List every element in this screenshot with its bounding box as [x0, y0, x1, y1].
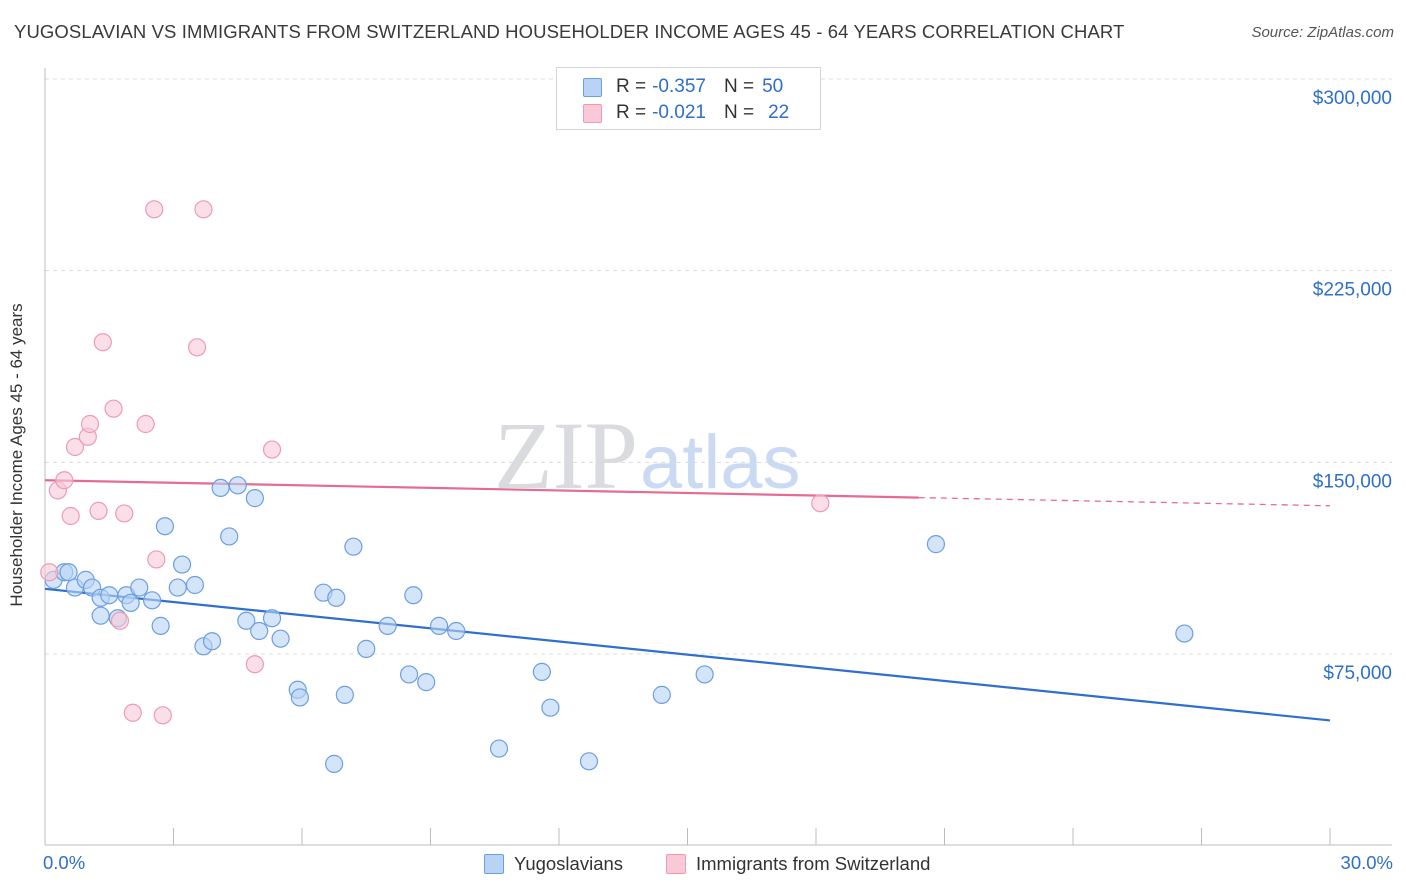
point-yugoslavian: [1175, 624, 1194, 643]
legend-row-yugoslavians: R = -0.357 N = 50: [583, 75, 783, 99]
legend-r-label: R =: [616, 102, 647, 123]
point-yugoslavian: [100, 586, 119, 605]
point-yugoslavian: [121, 593, 140, 612]
point-yugoslavian: [404, 586, 423, 605]
legend-swatch-blue: [583, 77, 602, 97]
y-tick-label: $225,000: [1313, 280, 1392, 301]
point-switzerland: [61, 506, 80, 526]
point-yugoslavian: [237, 611, 256, 630]
legend-n-value: 50: [762, 76, 784, 97]
correlation-legend: R = -0.357 N = 50 R = -0.021 N = 22: [556, 67, 821, 130]
trend-line-switzerland: [44, 479, 919, 499]
point-switzerland: [89, 501, 108, 520]
point-switzerland: [187, 338, 207, 357]
point-switzerland: [145, 200, 164, 219]
gridlines: [45, 78, 1392, 655]
point-switzerland: [65, 437, 85, 457]
trend-line-switzerland-extension: [918, 496, 1331, 507]
point-switzerland: [110, 611, 130, 630]
point-yugoslavian: [344, 537, 363, 556]
trend-lines: [44, 479, 1331, 722]
point-yugoslavian: [532, 662, 551, 681]
source-credit: Source: ZipAtlas.com: [1251, 24, 1394, 41]
point-switzerland: [104, 399, 123, 418]
point-yugoslavian: [541, 698, 560, 717]
point-yugoslavian: [91, 606, 110, 625]
legend-row-switzerland: R = -0.021 N = 22: [583, 101, 789, 125]
point-yugoslavian: [579, 752, 599, 771]
watermark-atlas: atlas: [640, 420, 801, 505]
bottom-legend-swatch-pink: [666, 854, 686, 874]
point-yugoslavian: [130, 578, 149, 597]
point-yugoslavian: [245, 489, 264, 508]
point-yugoslavian: [211, 478, 230, 497]
bottom-legend-label: Yugoslavians: [514, 853, 624, 874]
point-yugoslavian: [59, 563, 78, 582]
point-switzerland: [93, 333, 112, 352]
y-tick-label: $75,000: [1323, 663, 1392, 684]
bottom-legend-switzerland: Immigrants from Switzerland: [666, 851, 930, 877]
point-switzerland: [262, 440, 282, 459]
watermark-zip: ZIP: [494, 402, 638, 509]
y-tick-label: $300,000: [1313, 88, 1392, 109]
point-yugoslavian: [228, 476, 247, 495]
point-yugoslavian: [151, 616, 170, 635]
legend-r-value: -0.357: [652, 76, 706, 97]
point-yugoslavian: [357, 639, 376, 658]
point-yugoslavian: [172, 555, 192, 574]
point-switzerland: [245, 655, 264, 674]
point-switzerland: [80, 414, 100, 434]
point-switzerland: [811, 494, 830, 513]
point-yugoslavian: [489, 739, 509, 758]
point-yugoslavian: [695, 665, 714, 684]
legend-n-label: N =: [723, 102, 755, 123]
point-yugoslavian: [327, 588, 346, 607]
point-yugoslavian: [652, 685, 671, 704]
point-switzerland: [194, 200, 213, 219]
point-switzerland: [153, 706, 172, 725]
bottom-legend-swatch-blue: [484, 854, 504, 874]
point-yugoslavian: [926, 535, 946, 554]
y-axis-label: Householder Income Ages 45 - 64 years: [7, 303, 26, 607]
point-yugoslavian: [447, 621, 466, 641]
bottom-legend-yugoslavians: Yugoslavians: [484, 851, 623, 877]
point-yugoslavian: [378, 616, 397, 635]
point-yugoslavian: [202, 632, 222, 651]
point-yugoslavian: [325, 754, 344, 773]
axis-labels: $75,000 $150,000 $225,000 $300,000 0.0% 30.0%: [43, 88, 1393, 873]
axes: [44, 68, 1392, 846]
point-yugoslavian: [168, 578, 187, 597]
legend-r-value: -0.021: [652, 102, 706, 123]
point-switzerland: [115, 504, 134, 523]
y-tick-label: $150,000: [1313, 471, 1392, 492]
legend-n-label: N =: [723, 76, 755, 97]
point-switzerland: [55, 471, 74, 490]
trend-line-yugoslavians: [44, 587, 1331, 722]
point-switzerland: [40, 563, 59, 582]
point-yugoslavian: [335, 685, 354, 704]
x-tick-label-right: 30.0%: [1341, 852, 1393, 873]
bottom-legend-label: Immigrants from Switzerland: [696, 853, 931, 874]
chart-title: YUGOSLAVIAN VS IMMIGRANTS FROM SWITZERLA…: [14, 21, 1125, 42]
point-yugoslavian: [142, 591, 162, 610]
legend-swatch-pink: [583, 103, 602, 123]
data-points: [40, 200, 1194, 773]
point-yugoslavian: [290, 688, 309, 707]
point-switzerland: [147, 550, 166, 569]
point-yugoslavian: [155, 517, 175, 536]
point-yugoslavian: [429, 616, 449, 635]
point-yugoslavian: [185, 575, 205, 595]
x-tick-label-left: 0.0%: [43, 852, 85, 873]
point-yugoslavian: [262, 609, 282, 628]
point-switzerland: [136, 414, 155, 434]
point-yugoslavian: [399, 665, 419, 684]
point-yugoslavian: [250, 621, 269, 641]
legend-n-value: 22: [768, 102, 790, 123]
point-yugoslavian: [417, 673, 436, 692]
legend-r-label: R =: [616, 76, 647, 97]
point-switzerland: [123, 703, 142, 722]
point-yugoslavian: [220, 527, 239, 546]
point-yugoslavian: [271, 629, 290, 648]
